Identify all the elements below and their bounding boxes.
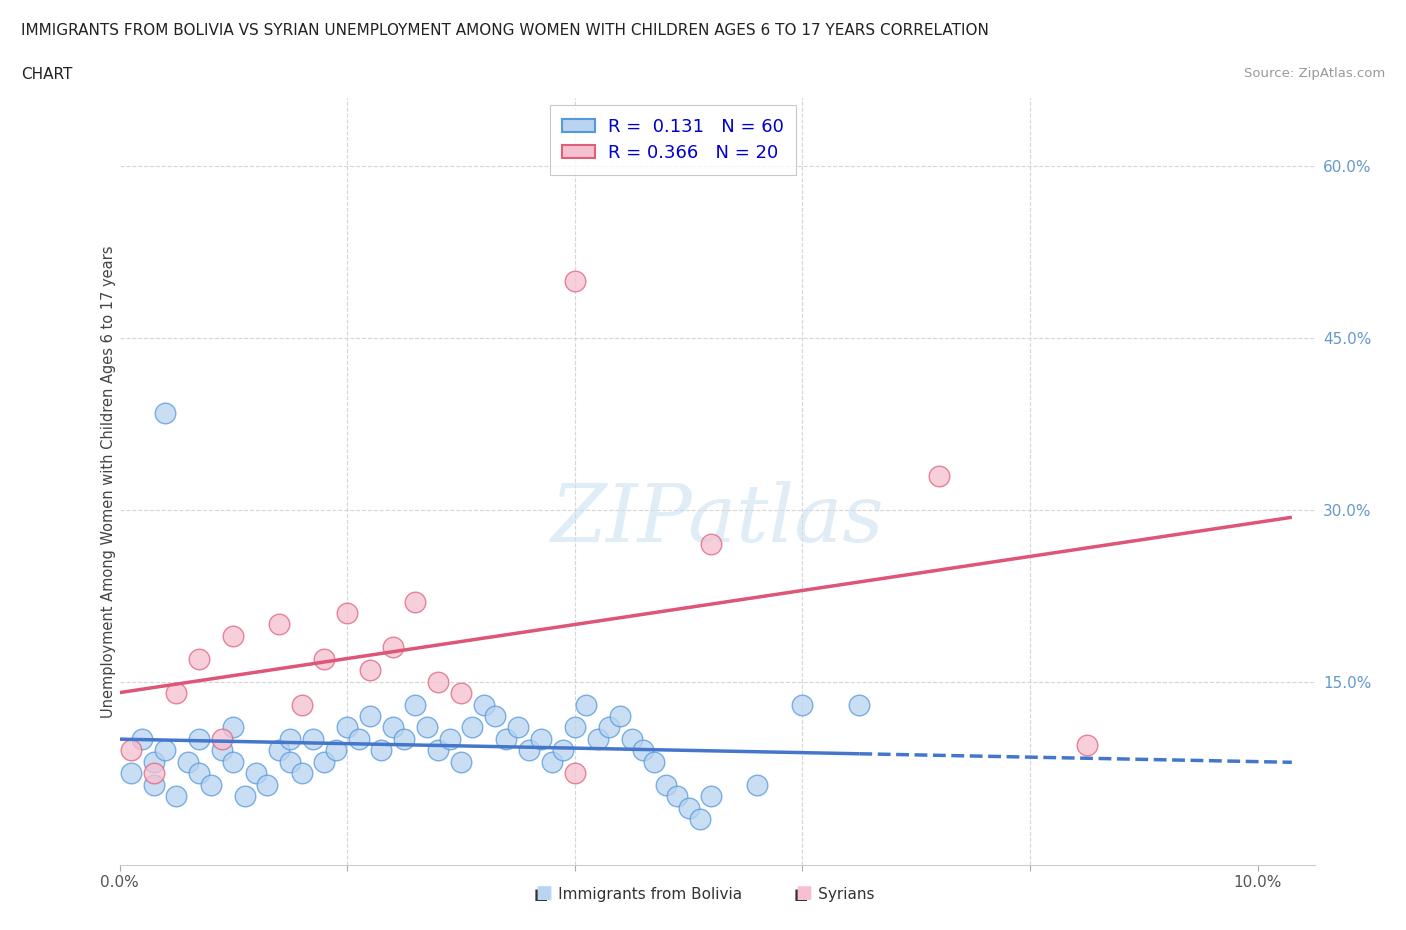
Point xyxy=(211,732,233,747)
Point xyxy=(541,754,564,769)
Point xyxy=(142,765,165,780)
Point xyxy=(359,709,381,724)
Point xyxy=(427,743,450,758)
Point xyxy=(484,709,506,724)
Point xyxy=(381,640,404,655)
Point xyxy=(404,594,426,609)
Text: CHART: CHART xyxy=(21,67,73,82)
Point xyxy=(256,777,278,792)
Point xyxy=(564,765,586,780)
Text: ■: ■ xyxy=(796,884,813,902)
Point xyxy=(848,698,870,712)
Point xyxy=(222,754,245,769)
Point xyxy=(381,720,404,735)
Text: Source: ZipAtlas.com: Source: ZipAtlas.com xyxy=(1244,67,1385,80)
Point xyxy=(655,777,678,792)
Text: ZIPatlas: ZIPatlas xyxy=(550,481,884,558)
Point xyxy=(506,720,529,735)
Point xyxy=(416,720,439,735)
Point xyxy=(153,743,176,758)
Text: ■: ■ xyxy=(536,884,553,902)
Point xyxy=(439,732,461,747)
Point xyxy=(643,754,665,769)
Point xyxy=(291,698,314,712)
Point xyxy=(188,651,211,666)
Point xyxy=(517,743,540,758)
Point xyxy=(200,777,222,792)
Point xyxy=(131,732,153,747)
Text: IMMIGRANTS FROM BOLIVIA VS SYRIAN UNEMPLOYMENT AMONG WOMEN WITH CHILDREN AGES 6 : IMMIGRANTS FROM BOLIVIA VS SYRIAN UNEMPL… xyxy=(21,23,988,38)
Point xyxy=(336,720,359,735)
Point xyxy=(188,765,211,780)
Point xyxy=(609,709,631,724)
Point xyxy=(928,468,950,483)
Point xyxy=(359,663,381,678)
Point xyxy=(598,720,620,735)
Point xyxy=(564,720,586,735)
Point xyxy=(392,732,415,747)
Point xyxy=(278,732,301,747)
Point xyxy=(120,765,142,780)
Point xyxy=(620,732,643,747)
Point xyxy=(792,698,814,712)
Point xyxy=(472,698,495,712)
Legend: R =  0.131   N = 60, R = 0.366   N = 20: R = 0.131 N = 60, R = 0.366 N = 20 xyxy=(550,105,796,175)
Point xyxy=(575,698,598,712)
Point xyxy=(666,789,689,804)
Point xyxy=(245,765,267,780)
Point xyxy=(678,800,700,815)
Point xyxy=(495,732,517,747)
Point xyxy=(347,732,370,747)
Point xyxy=(153,405,176,420)
Point xyxy=(142,777,165,792)
Text: ■  Immigrants from Bolivia: ■ Immigrants from Bolivia xyxy=(534,887,742,902)
Point xyxy=(450,754,472,769)
Point xyxy=(553,743,575,758)
Point xyxy=(177,754,200,769)
Point xyxy=(222,720,245,735)
Point xyxy=(700,789,723,804)
Point xyxy=(370,743,392,758)
Point xyxy=(404,698,426,712)
Point xyxy=(302,732,325,747)
Point xyxy=(267,617,290,631)
Point xyxy=(336,605,359,620)
Point xyxy=(165,685,187,700)
Point xyxy=(461,720,484,735)
Point xyxy=(689,812,711,827)
Point xyxy=(586,732,609,747)
Point xyxy=(211,743,233,758)
Point xyxy=(325,743,347,758)
Point xyxy=(188,732,211,747)
Point xyxy=(530,732,553,747)
Point xyxy=(427,674,450,689)
Point xyxy=(291,765,314,780)
Point xyxy=(631,743,654,758)
Point xyxy=(450,685,472,700)
Point xyxy=(233,789,256,804)
Point xyxy=(267,743,290,758)
Point xyxy=(745,777,768,792)
Point xyxy=(120,743,142,758)
Point xyxy=(314,651,336,666)
Point xyxy=(278,754,301,769)
Y-axis label: Unemployment Among Women with Children Ages 6 to 17 years: Unemployment Among Women with Children A… xyxy=(101,245,115,718)
Text: ■  Syrians: ■ Syrians xyxy=(794,887,875,902)
Point xyxy=(222,629,245,644)
Point xyxy=(314,754,336,769)
Point xyxy=(1076,737,1098,752)
Point xyxy=(165,789,187,804)
Point xyxy=(700,537,723,551)
Point xyxy=(142,754,165,769)
Point xyxy=(564,273,586,288)
